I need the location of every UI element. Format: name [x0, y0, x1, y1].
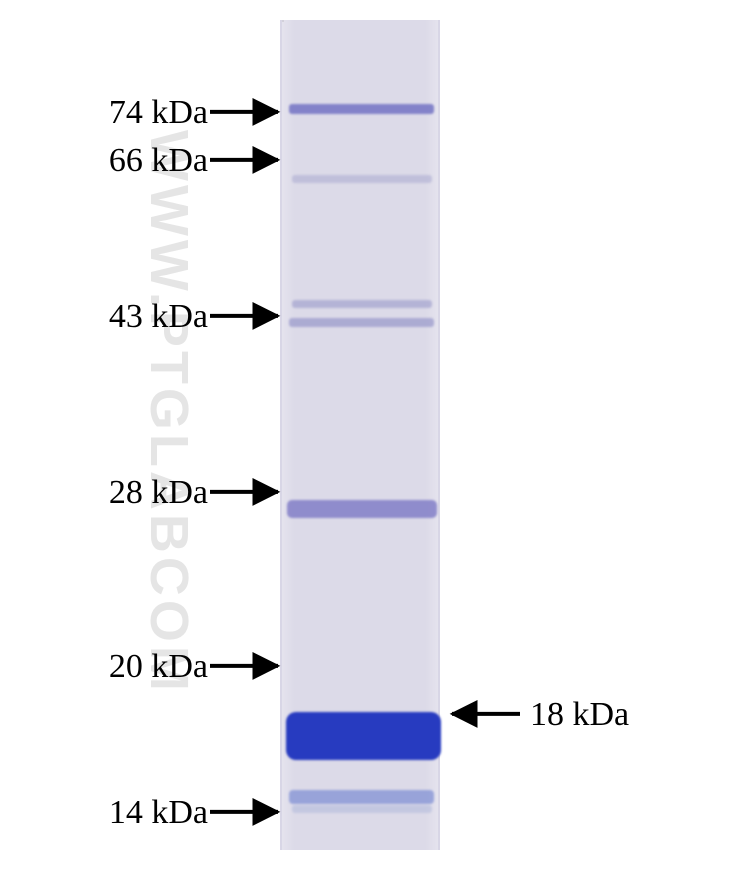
gel-lane — [280, 20, 440, 850]
band-14kda — [292, 805, 432, 813]
band-below-18 — [289, 790, 434, 804]
band-74kda — [289, 104, 434, 114]
gel-lane-frame — [282, 20, 284, 22]
marker-label-right-18kda: 18 kDa — [530, 696, 629, 734]
band-43kda-upper — [292, 300, 432, 308]
marker-label-left-5: 14 kDa — [109, 794, 208, 832]
watermark-text: WWW.PTGLABCOM — [138, 130, 200, 695]
marker-label-left-0: 74 kDa — [109, 94, 208, 132]
marker-label-left-2: 43 kDa — [109, 298, 208, 336]
band-18kda — [286, 712, 441, 760]
gel-image-container: WWW.PTGLABCOM 74 kDa 66 kDa 43 kDa 28 kDa 20… — [0, 0, 740, 871]
marker-label-left-1: 66 kDa — [109, 142, 208, 180]
marker-label-left-4: 20 kDa — [109, 648, 208, 686]
band-43kda — [289, 318, 434, 327]
band-66kda — [292, 175, 432, 183]
band-28kda — [287, 500, 437, 518]
marker-label-left-3: 28 kDa — [109, 474, 208, 512]
